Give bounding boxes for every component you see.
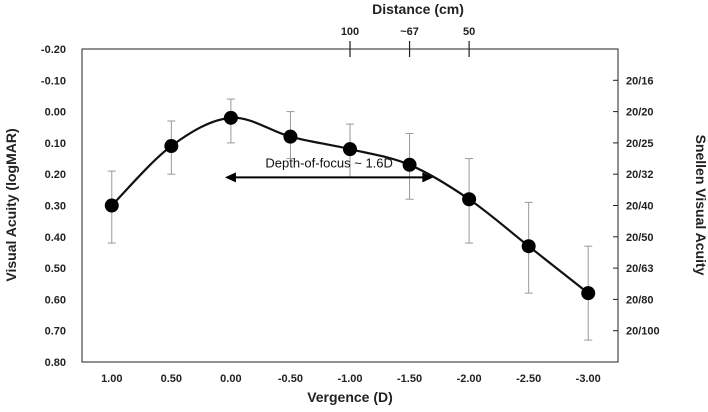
y2-tick-label: 20/32 bbox=[626, 169, 654, 181]
data-point bbox=[223, 110, 238, 125]
top-axis-title: Distance (cm) bbox=[372, 1, 464, 17]
y-tick-label: 0.70 bbox=[45, 326, 66, 338]
x-tick-label: 0.00 bbox=[220, 373, 241, 385]
y-tick-label: 0.80 bbox=[45, 357, 66, 369]
depth-of-focus-label: Depth-of-focus ~ 1.6D bbox=[265, 155, 393, 170]
data-point bbox=[462, 192, 477, 207]
plot-frame bbox=[81, 48, 619, 363]
x-tick-label: 0.50 bbox=[161, 373, 182, 385]
x-tick-label: -2.50 bbox=[516, 373, 541, 385]
y-tick-label: -0.20 bbox=[41, 44, 66, 56]
y2-tick-label: 20/100 bbox=[626, 326, 660, 338]
x2-tick-label: ~67 bbox=[400, 26, 419, 38]
x-tick-label: -3.00 bbox=[576, 373, 601, 385]
y-tick-label: 0.30 bbox=[45, 201, 66, 213]
y2-tick-label: 20/63 bbox=[626, 263, 654, 275]
data-point bbox=[164, 139, 179, 154]
x2-tick-label: 50 bbox=[463, 26, 475, 38]
x2-tick-label: 100 bbox=[341, 26, 359, 38]
y-tick-label: 0.50 bbox=[45, 263, 66, 275]
data-point bbox=[402, 157, 417, 172]
data-point bbox=[283, 129, 298, 144]
data-points bbox=[104, 110, 596, 301]
arrow-head-right bbox=[422, 172, 434, 183]
y-axis-title: Visual Acuity (logMAR) bbox=[3, 128, 19, 281]
data-point bbox=[343, 142, 357, 157]
x-axis-title: Vergence (D) bbox=[307, 389, 393, 405]
y-tick-label: 0.40 bbox=[45, 232, 66, 244]
y-tick-label: -0.10 bbox=[41, 75, 66, 87]
depth-of-focus-arrow bbox=[224, 172, 434, 183]
x-tick-label: -2.00 bbox=[457, 373, 482, 385]
y-tick-label: 0.10 bbox=[45, 138, 66, 150]
y2-tick-label: 20/50 bbox=[626, 232, 654, 244]
y-tick-label: 0.60 bbox=[45, 294, 66, 306]
y-tick-label: 0.20 bbox=[45, 169, 66, 181]
data-point bbox=[521, 239, 536, 254]
x-tick-label: -1.00 bbox=[337, 373, 362, 385]
x-tick-label: -0.50 bbox=[278, 373, 303, 385]
data-point bbox=[581, 286, 596, 301]
y2-tick-label: 20/40 bbox=[626, 201, 654, 213]
y2-tick-label: 20/20 bbox=[626, 107, 654, 119]
axis-ticks bbox=[349, 41, 618, 332]
tick-labels: 1.00 0.50 0.00 -0.50 -1.00 -1.50 -2.00 -2.50 -3.… bbox=[41, 26, 660, 385]
x-tick-label: -1.50 bbox=[397, 373, 422, 385]
data-point bbox=[104, 198, 119, 213]
error-bars bbox=[107, 98, 593, 341]
y2-tick-label: 20/25 bbox=[626, 138, 654, 150]
y2-axis-title: Snellen Visual Acuity bbox=[693, 135, 708, 276]
x-tick-label: 1.00 bbox=[101, 373, 122, 385]
y-tick-label: 0.00 bbox=[45, 107, 66, 119]
arrow-head-left bbox=[224, 172, 236, 183]
y2-tick-label: 20/80 bbox=[626, 294, 654, 306]
y2-tick-label: 20/16 bbox=[626, 75, 654, 87]
